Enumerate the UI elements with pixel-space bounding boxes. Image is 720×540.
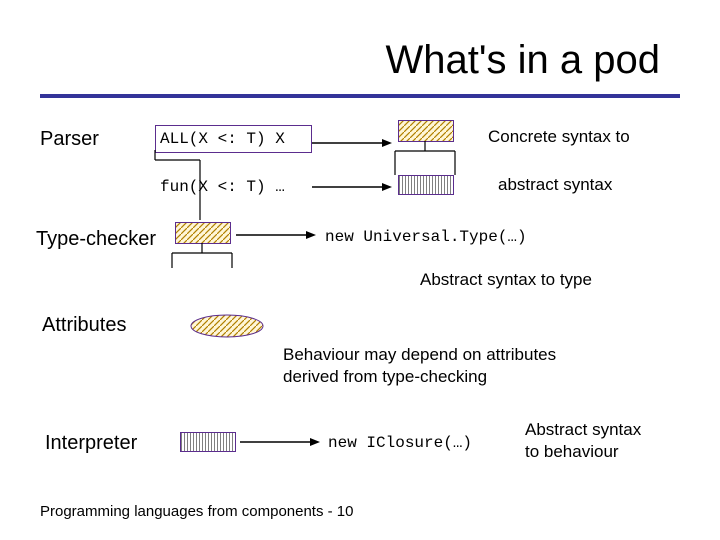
note-behaviour-2: derived from type-checking: [283, 367, 487, 387]
typechecker-label: Type-checker: [36, 228, 156, 251]
interpreter-code: new IClosure(…): [328, 434, 472, 452]
note-abs-to-type: Abstract syntax to type: [420, 270, 592, 290]
attributes-label: Attributes: [42, 314, 126, 337]
interpreter-label: Interpreter: [45, 432, 137, 455]
hatch-ellipse-icon: [190, 314, 265, 338]
note-concrete: Concrete syntax to: [488, 127, 630, 147]
note-abstract: abstract syntax: [498, 175, 612, 195]
parser-label: Parser: [40, 128, 99, 151]
typechecker-code: new Universal.Type(…): [325, 228, 527, 246]
hatch-box-icon: [175, 222, 231, 244]
arrow-icon: [312, 182, 392, 192]
bracket-icon: [395, 141, 465, 179]
arrow-icon: [240, 437, 320, 447]
note-behaviour-1: Behaviour may depend on attributes: [283, 345, 556, 365]
hatch-box-icon: [398, 120, 454, 142]
parser-code-all: ALL(X <: T) X: [160, 130, 285, 148]
title-underline: [40, 94, 680, 98]
footer-text: Programming languages from components - …: [40, 503, 354, 520]
arrow-icon: [236, 230, 316, 240]
arrow-icon: [312, 138, 392, 148]
bracket-icon: [172, 243, 242, 281]
note-to-behaviour: to behaviour: [525, 442, 619, 462]
note-abs-syntax: Abstract syntax: [525, 420, 641, 440]
vstripe-box-icon: [180, 432, 236, 452]
slide-title: What's in a pod: [386, 38, 660, 83]
